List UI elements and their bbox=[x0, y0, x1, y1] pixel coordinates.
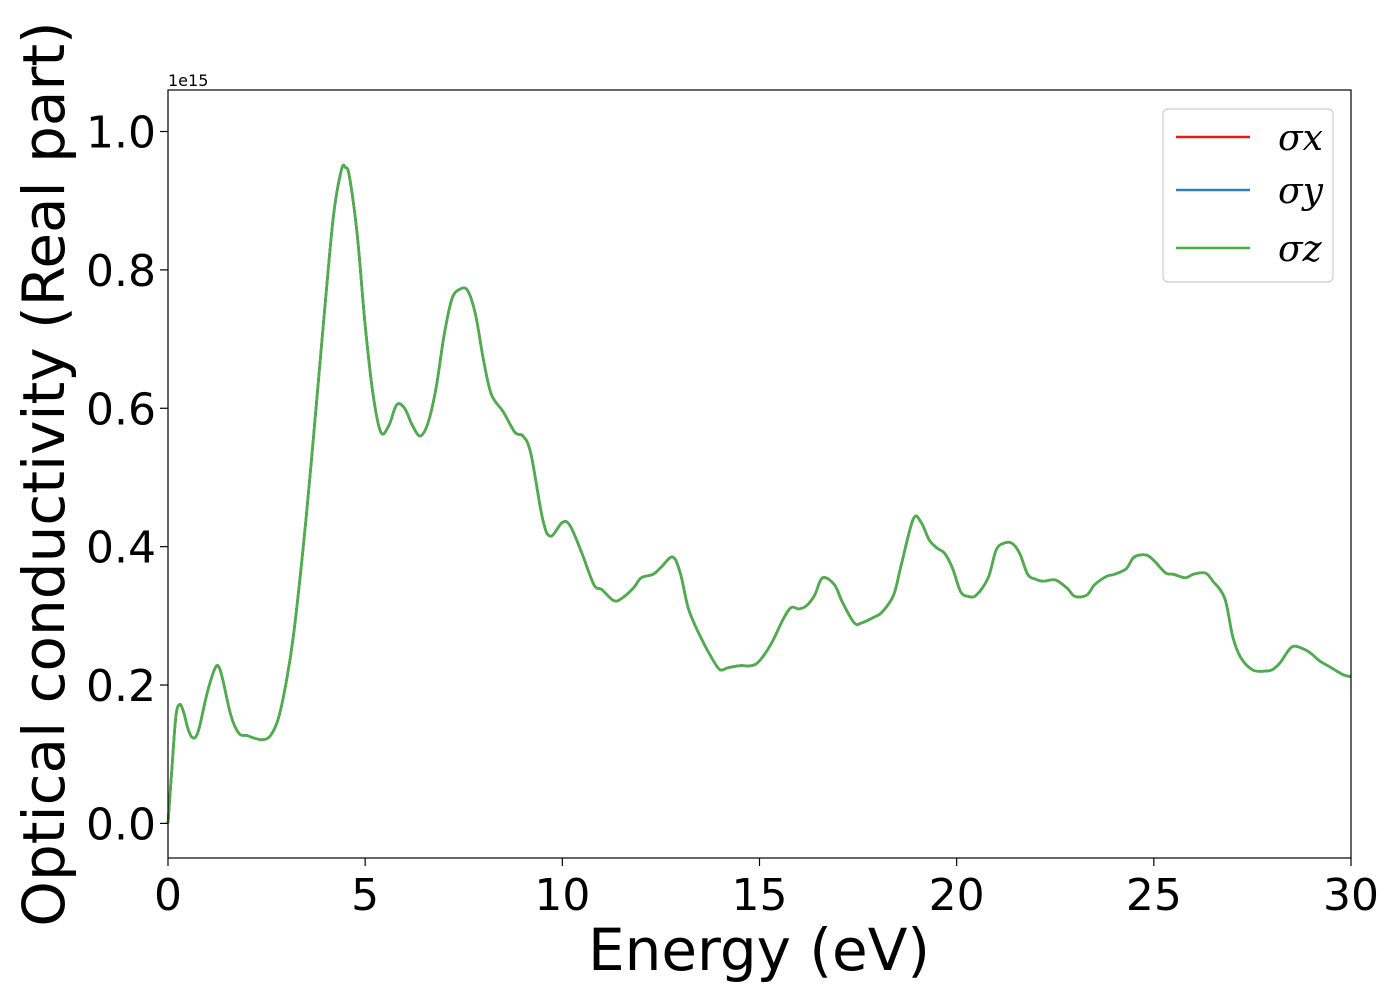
y-axis-title: Optical conductivity (Real part) bbox=[10, 21, 78, 926]
x-axis-ticks: 0 5 10 15 20 25 30 bbox=[154, 858, 1379, 921]
legend-label: σz bbox=[1278, 229, 1323, 270]
x-tick-label: 15 bbox=[732, 870, 788, 921]
y-tick-label: 0.2 bbox=[86, 661, 156, 712]
x-tick-label: 25 bbox=[1126, 870, 1182, 921]
x-tick-label: 30 bbox=[1323, 870, 1379, 921]
legend-label: σx bbox=[1278, 118, 1323, 159]
series-line-3 bbox=[166, 163, 1352, 824]
x-tick-label: 10 bbox=[534, 870, 590, 921]
y-axis-ticks: 0.0 0.2 0.4 0.6 0.8 1.0 bbox=[86, 108, 168, 850]
legend-label: σy bbox=[1278, 171, 1324, 212]
legend: σx σy σz bbox=[1162, 108, 1334, 283]
x-tick-label: 0 bbox=[154, 870, 182, 921]
y-tick-label: 1.0 bbox=[86, 108, 156, 159]
y-tick-label: 0.6 bbox=[86, 384, 156, 435]
x-axis-title: Energy (eV) bbox=[588, 916, 930, 984]
y-tick-label: 0.8 bbox=[86, 246, 156, 297]
x-tick-label: 5 bbox=[351, 870, 379, 921]
legend-box bbox=[1162, 108, 1334, 283]
plot-layer bbox=[166, 163, 1352, 824]
y-tick-label: 0.0 bbox=[86, 799, 156, 850]
y-tick-label: 0.4 bbox=[86, 523, 156, 574]
y-offset-label: 1e15 bbox=[168, 71, 208, 90]
x-tick-label: 20 bbox=[929, 870, 985, 921]
